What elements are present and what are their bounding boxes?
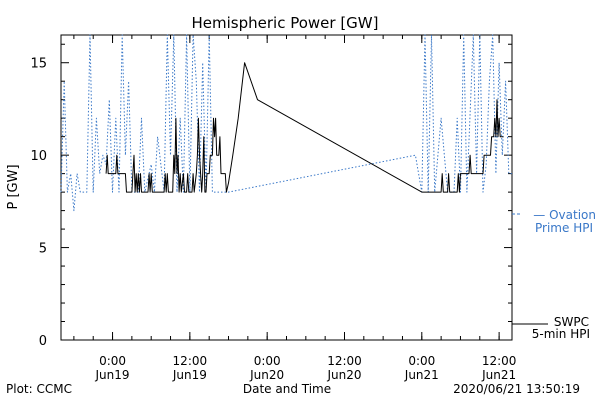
- x-tick-label-date: Jun19: [172, 368, 207, 382]
- chart-title: Hemispheric Power [GW]: [192, 14, 379, 32]
- x-tick-label-date: Jun19: [95, 368, 130, 382]
- x-tick-label-date: Jun21: [404, 368, 439, 382]
- legend-swpc-line2: 5-min HPI: [532, 327, 590, 341]
- legend-ovation-line1: — Ovation: [533, 208, 596, 222]
- series-layer: [60, 34, 512, 212]
- x-tick-label-time: 12:00: [482, 354, 517, 368]
- legend-ovation-line2: Prime HPI: [535, 221, 593, 235]
- legend-swpc-line1: SWPC: [554, 315, 589, 329]
- x-tick-label-date: Jun21: [481, 368, 516, 382]
- x-tick-label-time: 0:00: [99, 354, 126, 368]
- plot-frame: [60, 34, 513, 341]
- x-tick-label-time: 12:00: [173, 354, 208, 368]
- footer-timestamp: 2020/06/21 13:50:19: [453, 382, 580, 396]
- y-tick-label: 0: [39, 334, 47, 349]
- x-tick-label-date: Jun20: [326, 368, 361, 382]
- y-tick-label: 15: [30, 57, 47, 72]
- y-axis-label: P [GW]: [6, 164, 21, 209]
- x-tick-label-date: Jun20: [249, 368, 284, 382]
- x-tick-label-time: 0:00: [408, 354, 435, 368]
- series-ovation-line: [60, 34, 512, 212]
- x-axis-label: Date and Time: [243, 382, 331, 396]
- x-tick-label-time: 0:00: [254, 354, 281, 368]
- x-tick-label-time: 12:00: [327, 354, 362, 368]
- y-axis-ticks: 0 5 10 15: [30, 43, 512, 349]
- series-swpc-line: [105, 62, 504, 193]
- y-tick-label: 10: [30, 149, 47, 164]
- footer-plot-credit: Plot: CCMC: [6, 382, 72, 396]
- x-axis-ticks: 0:00Jun1912:00Jun190:00Jun2012:00Jun200:…: [73, 35, 517, 382]
- y-tick-label: 5: [39, 242, 47, 257]
